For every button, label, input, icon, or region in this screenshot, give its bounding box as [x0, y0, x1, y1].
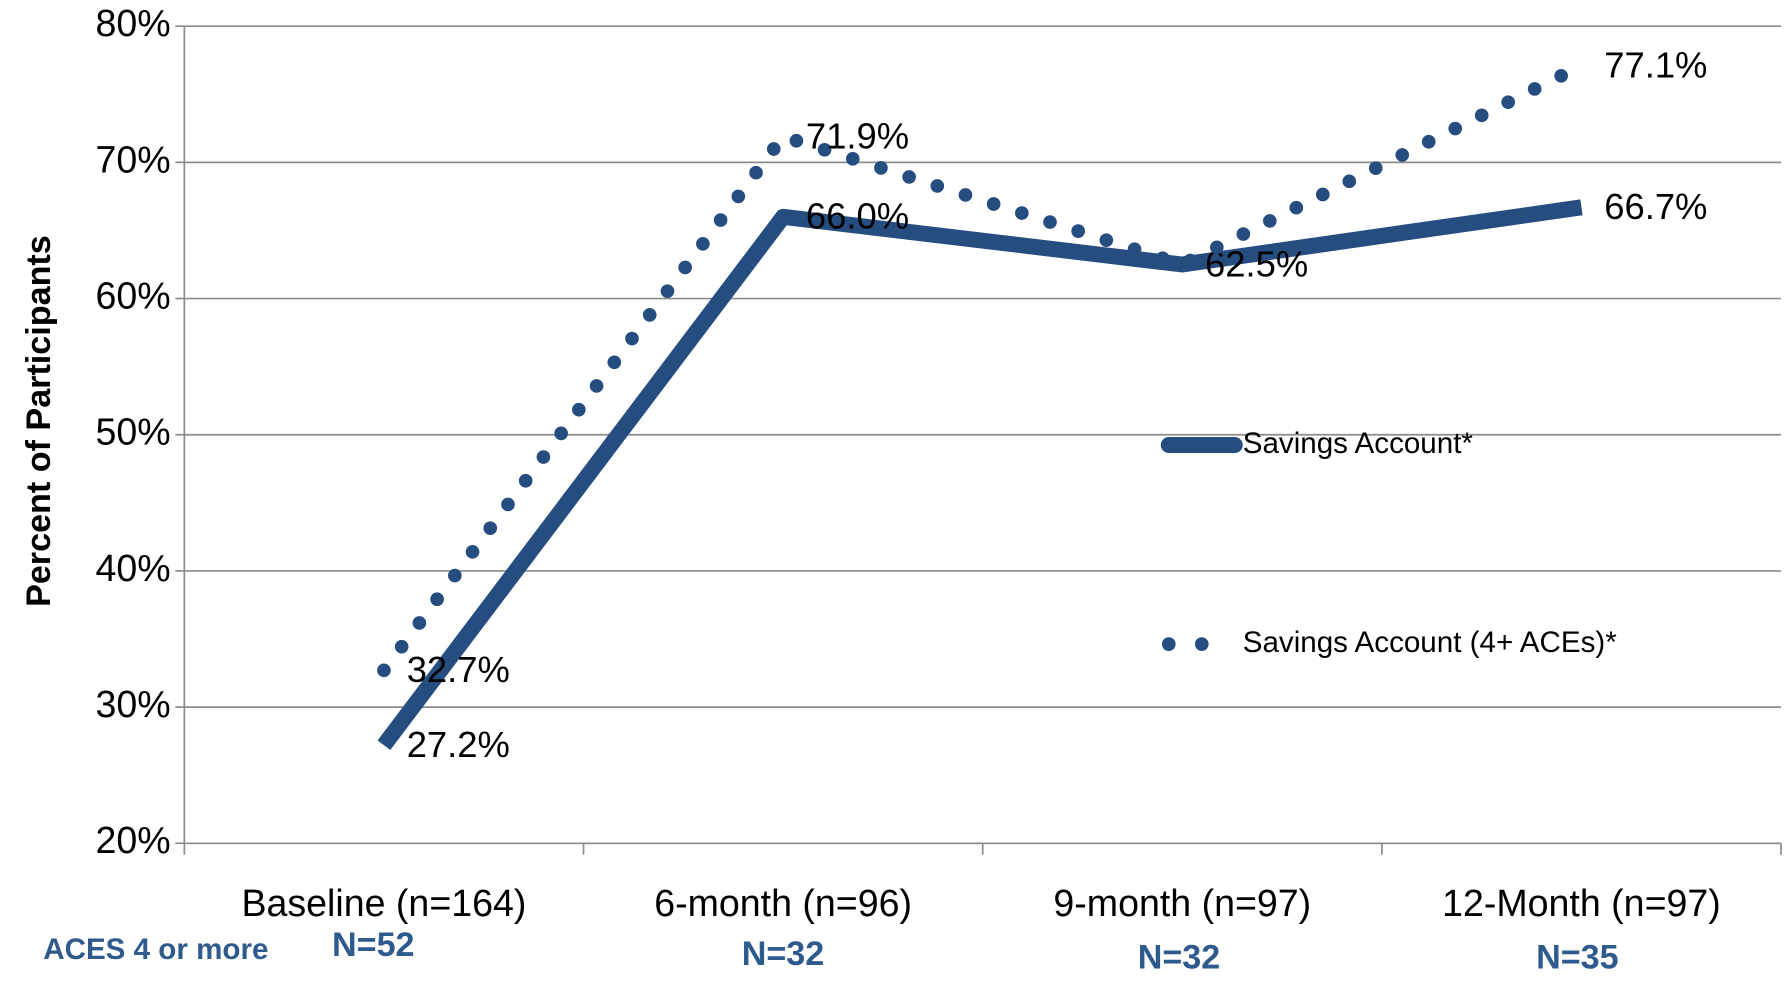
annotation: N=35	[1536, 938, 1619, 976]
x-tick-label: 12-Month (n=97)	[1442, 882, 1721, 924]
annotation: N=52	[332, 926, 415, 964]
x-tick-label: Baseline (n=164)	[241, 882, 526, 924]
data-label: 66.7%	[1604, 186, 1707, 227]
data-label: 32.7%	[407, 649, 510, 690]
y-tick-label: 20%	[96, 819, 171, 861]
y-tick-label: 80%	[96, 2, 171, 44]
series-line	[377, 58, 1589, 678]
y-tick-label: 30%	[96, 683, 171, 725]
y-tick-label: 60%	[96, 274, 171, 316]
data-label: 66.0%	[806, 196, 909, 237]
y-axis-label: Percent of Participants	[20, 235, 58, 607]
data-label: 71.9%	[806, 115, 909, 156]
series-line	[377, 199, 1583, 751]
legend-label: Savings Account*	[1243, 427, 1474, 460]
legend-label: Savings Account (4+ ACEs)*	[1243, 626, 1618, 659]
data-label: 27.2%	[407, 724, 510, 765]
annotation: N=32	[742, 935, 825, 973]
y-tick-label: 50%	[96, 411, 171, 453]
data-label: 77.1%	[1604, 45, 1707, 86]
x-tick-label: 6-month (n=96)	[654, 882, 912, 924]
y-tick-label: 70%	[96, 138, 171, 180]
y-tick-label: 40%	[96, 547, 171, 589]
x-tick-label: 9-month (n=97)	[1053, 882, 1311, 924]
annotation: ACES 4 or more	[43, 933, 268, 966]
annotation: N=32	[1138, 938, 1221, 976]
